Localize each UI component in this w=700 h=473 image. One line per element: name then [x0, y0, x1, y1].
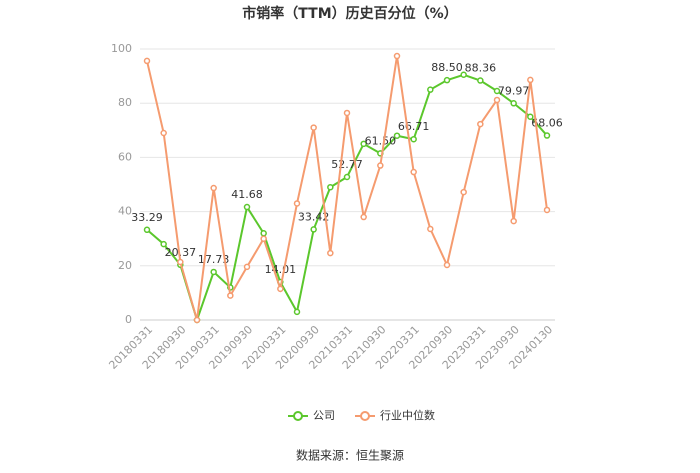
point: [260, 230, 267, 237]
legend-marker: [360, 411, 370, 421]
point: [193, 316, 201, 324]
point: [293, 308, 301, 316]
data-label: 52.77: [331, 158, 363, 171]
point: [293, 200, 301, 207]
data-label: 14.01: [265, 263, 297, 276]
point: [527, 113, 534, 120]
point: [243, 263, 251, 271]
point: [510, 100, 517, 107]
point: [443, 261, 451, 269]
point: [243, 203, 251, 211]
point: [177, 258, 184, 266]
source: 数据来源：恒生聚源: [296, 448, 404, 463]
point: [360, 213, 367, 221]
y-tick-label: 0: [125, 313, 132, 326]
point: [277, 285, 284, 293]
point: [460, 188, 467, 196]
point: [510, 217, 517, 225]
point: [210, 268, 217, 276]
point: [310, 226, 317, 233]
y-tick-label: 80: [118, 96, 132, 109]
point: [160, 240, 167, 248]
point: [410, 135, 417, 143]
data-label: 20.37: [165, 246, 197, 259]
data-label: 79.97: [498, 84, 530, 97]
point: [443, 76, 451, 84]
chart-title: 市销率（TTM）历史百分位（%）: [242, 5, 457, 22]
legend-marker: [293, 411, 303, 421]
point: [260, 235, 267, 242]
point: [227, 292, 234, 299]
point: [360, 140, 367, 148]
point: [543, 206, 551, 214]
point: [310, 124, 317, 131]
y-tick-label: 40: [118, 205, 132, 218]
data-label: 66.71: [398, 120, 430, 133]
point: [143, 226, 151, 234]
data-label: 88.50: [431, 61, 463, 74]
point: [460, 71, 467, 78]
point: [477, 77, 484, 84]
point: [410, 168, 417, 176]
point: [377, 162, 384, 169]
data-label: 41.68: [231, 188, 263, 201]
point: [493, 87, 501, 95]
point: [493, 96, 501, 104]
legend-label: 行业中位数: [380, 408, 435, 422]
y-tick-label: 20: [118, 259, 132, 272]
data-label: 61.50: [365, 134, 397, 147]
data-label: 33.42: [298, 210, 330, 223]
point: [343, 109, 351, 117]
point: [543, 132, 551, 139]
line: [146, 55, 548, 321]
point: [160, 129, 167, 137]
legend-label: 公司: [313, 409, 335, 422]
point: [527, 76, 534, 84]
point: [343, 173, 351, 181]
point: [427, 225, 434, 233]
y-tick-label: 100: [111, 42, 132, 55]
point: [210, 184, 217, 192]
point: [327, 183, 334, 191]
point: [143, 57, 151, 65]
y-tick-label: 60: [118, 150, 132, 163]
point: [477, 120, 484, 128]
data-label: 88.36: [465, 62, 497, 75]
point: [427, 86, 434, 93]
data-label: 33.29: [131, 211, 163, 224]
point: [393, 52, 401, 60]
point: [393, 132, 401, 139]
point: [327, 249, 334, 257]
data-label: 68.06: [531, 117, 563, 130]
